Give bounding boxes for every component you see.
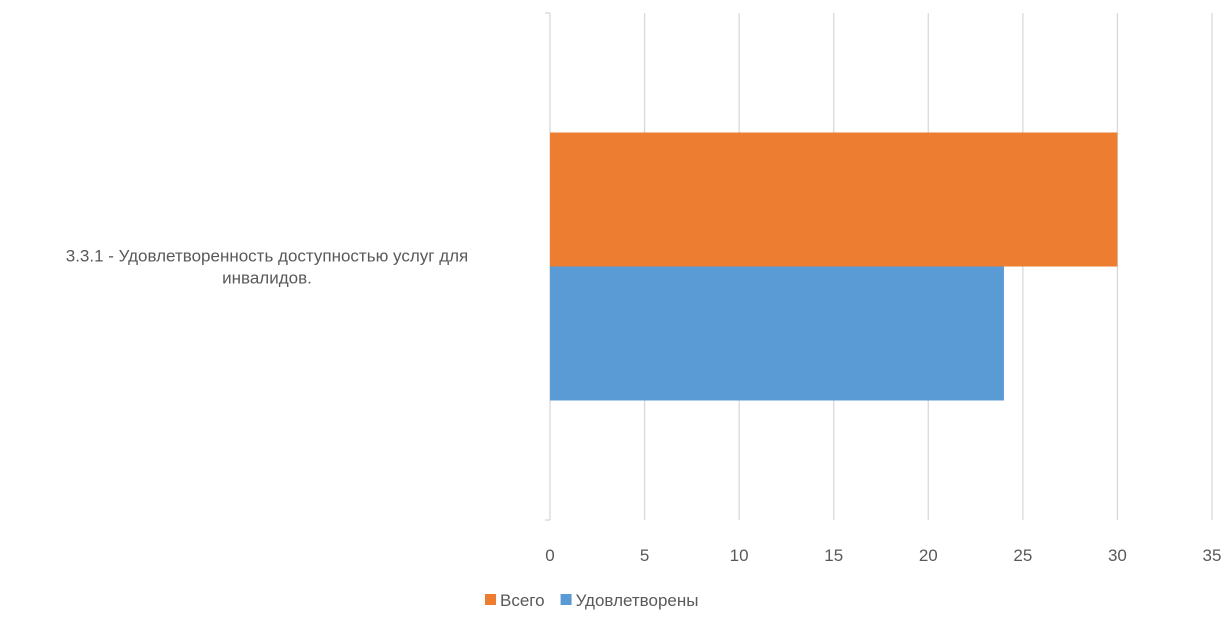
x-tick-label-3: 15 xyxy=(824,546,843,565)
legend-swatch-Удовлетворены xyxy=(560,594,572,605)
category-axis xyxy=(545,12,551,521)
bar-Удовлетворены xyxy=(550,266,1004,401)
category-labels: 3.3.1 - Удовлетворенность доступностью у… xyxy=(66,247,469,288)
bars xyxy=(550,132,1118,401)
category-label-line-0: 3.3.1 - Удовлетворенность доступностью у… xyxy=(66,247,469,266)
bar-Всего xyxy=(550,132,1118,267)
x-tick-labels: 0 5 10 15 20 25 30 35 xyxy=(545,546,1221,565)
legend-label-Всего: Всего xyxy=(500,591,545,610)
x-tick-label-4: 20 xyxy=(919,546,938,565)
x-tick-label-0: 0 xyxy=(545,546,554,565)
x-tick-label-7: 35 xyxy=(1203,546,1222,565)
legend: Всего Удовлетворены xyxy=(485,591,698,610)
legend-label-Удовлетворены: Удовлетворены xyxy=(576,591,699,610)
x-tick-label-1: 5 xyxy=(640,546,649,565)
x-tick-label-5: 25 xyxy=(1013,546,1032,565)
x-tick-label-2: 10 xyxy=(730,546,749,565)
legend-swatch-Всего xyxy=(485,594,496,605)
x-tick-label-6: 30 xyxy=(1108,546,1127,565)
category-label-line-1: инвалидов. xyxy=(222,269,312,288)
